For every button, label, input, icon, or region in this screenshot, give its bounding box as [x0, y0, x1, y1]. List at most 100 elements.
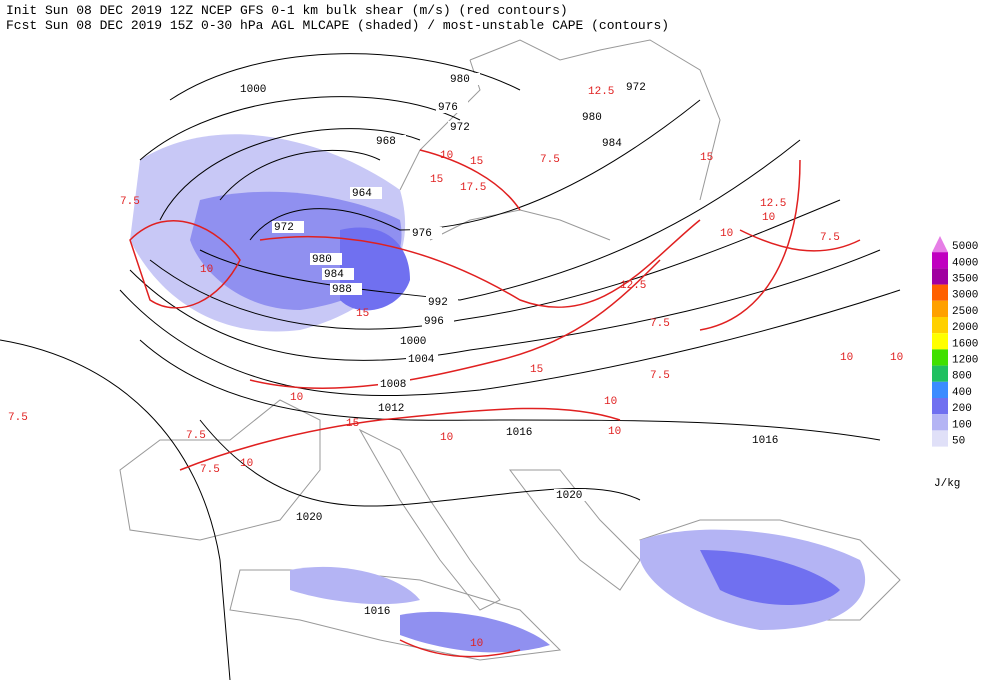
- isobar-label: 980: [582, 112, 602, 124]
- shear-label: 10: [440, 432, 453, 444]
- legend-swatch: [932, 349, 948, 366]
- legend-swatch: [932, 414, 948, 431]
- shear-label: 15: [356, 308, 369, 320]
- isobar-label: 1016: [364, 606, 390, 618]
- isobar-label: 968: [376, 136, 396, 148]
- legend-label: 1200: [952, 355, 978, 367]
- legend-swatch: [932, 430, 948, 447]
- shear-label: 10: [440, 150, 453, 162]
- isobar-label: 992: [428, 297, 448, 309]
- isobar-label: 988: [332, 284, 352, 296]
- label-bg: [750, 434, 782, 446]
- legend-swatch: [932, 381, 948, 398]
- isobar-label: 980: [312, 254, 332, 266]
- shear-label: 10: [762, 212, 775, 224]
- legend-swatch: [932, 317, 948, 334]
- label-bg: [426, 296, 458, 308]
- label-bg: [362, 605, 394, 617]
- legend-swatch: [932, 365, 948, 382]
- header-line: Fcst Sun 08 DEC 2019 15Z 0-30 hPa AGL ML…: [6, 18, 669, 33]
- label-bg: [448, 121, 480, 133]
- legend-swatch: [932, 284, 948, 301]
- shear-label: 15: [530, 364, 543, 376]
- legend: 5000 4000 3500 3000 2500 2000 1600 1200 800 400 20…: [932, 236, 978, 490]
- legend-label: 50: [952, 436, 965, 448]
- legend-swatch: [932, 268, 948, 285]
- isobar-label: 1020: [556, 490, 582, 502]
- isobar-label: 984: [324, 269, 344, 281]
- legend-swatch: [932, 236, 948, 253]
- legend-label: 400: [952, 387, 972, 399]
- label-bg: [350, 187, 382, 199]
- shear-label: 10: [604, 396, 617, 408]
- shear-contours: [129, 149, 861, 658]
- shear-label: 10: [240, 458, 253, 470]
- shear-label: 15: [430, 174, 443, 186]
- isobars: [0, 53, 901, 680]
- legend-label: 200: [952, 403, 972, 415]
- isobar-label: 1012: [378, 403, 404, 415]
- label-bg: [410, 227, 442, 239]
- legend-label: 2500: [952, 306, 978, 318]
- shear-label: 7.5: [650, 318, 670, 330]
- legend-label: 100: [952, 419, 972, 431]
- legend-label: 3000: [952, 290, 978, 302]
- isobar-label: 1000: [400, 336, 426, 348]
- label-bg: [624, 81, 656, 93]
- label-bg: [376, 402, 408, 414]
- legend-label: 1600: [952, 338, 978, 350]
- shear-label: 12.5: [760, 198, 786, 210]
- legend-label: 4000: [952, 257, 978, 269]
- shear-label: 7.5: [120, 196, 140, 208]
- shear-label: 10: [890, 352, 903, 364]
- isobar-label: 996: [424, 316, 444, 328]
- label-bg: [554, 489, 586, 501]
- shear-label: 7.5: [200, 464, 220, 476]
- label-bg: [310, 253, 342, 265]
- shear-label: 17.5: [460, 182, 486, 194]
- isobar-label: 1008: [380, 379, 406, 391]
- shear-labels: 7.5 7.5 10 10 15 15 17.5 12.5 10 7.5 10 12.5 15 10 7.5…: [8, 86, 903, 650]
- legend-label: 5000: [952, 241, 978, 253]
- legend-swatch: [932, 300, 948, 317]
- isobar-label: 984: [602, 138, 622, 150]
- isobar-label: 980: [450, 74, 470, 86]
- isobar-label: 1016: [752, 435, 778, 447]
- legend-swatch: [932, 252, 948, 269]
- label-bg: [600, 137, 632, 149]
- label-bg: [504, 426, 536, 438]
- shear-label: 10: [840, 352, 853, 364]
- isobar-label: 972: [274, 222, 294, 234]
- label-bg: [238, 83, 270, 95]
- label-bg: [448, 73, 480, 85]
- shear-label: 15: [470, 156, 483, 168]
- isobar-label: 964: [352, 188, 372, 200]
- shear-label: 12.5: [620, 280, 646, 292]
- legend-swatch: [932, 398, 948, 415]
- label-bg: [330, 283, 362, 295]
- cape-shading: [130, 134, 866, 653]
- legend-label: 2000: [952, 322, 978, 334]
- isobar-label: 976: [412, 228, 432, 240]
- label-bg: [378, 378, 410, 390]
- shear-label: 10: [290, 392, 303, 404]
- label-bg: [406, 353, 438, 365]
- label-bg: [272, 221, 304, 233]
- isobar-labels: 1000 980 976 972 968 964 972 976 980 984 988 992 996…: [238, 73, 782, 618]
- label-bg: [422, 315, 454, 327]
- isobar-label: 972: [626, 82, 646, 94]
- legend-swatch: [932, 333, 948, 350]
- legend-unit: J/kg: [934, 478, 960, 490]
- isobar-label: 1016: [506, 427, 532, 439]
- header-line: Init Sun 08 DEC 2019 12Z NCEP GFS 0-1 km…: [6, 3, 568, 18]
- shear-label: 12.5: [588, 86, 614, 98]
- shear-label: 7.5: [186, 430, 206, 442]
- shear-label: 15: [700, 152, 713, 164]
- isobar-label: 972: [450, 122, 470, 134]
- shear-label: 10: [470, 638, 483, 650]
- label-bg: [294, 511, 326, 523]
- shear-label: 7.5: [540, 154, 560, 166]
- isobar-label: 1000: [240, 84, 266, 96]
- label-bg: [374, 135, 406, 147]
